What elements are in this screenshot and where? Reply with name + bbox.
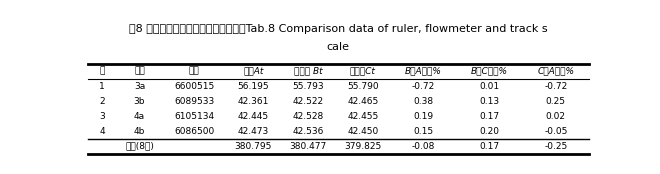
Text: B比C差率%: B比C差率% — [471, 67, 508, 76]
Text: 车号: 车号 — [189, 67, 199, 76]
Text: 6105134: 6105134 — [174, 112, 214, 121]
Text: 0.38: 0.38 — [413, 97, 434, 106]
Text: 0.25: 0.25 — [546, 97, 566, 106]
Text: 4b: 4b — [134, 126, 145, 136]
Text: 56.195: 56.195 — [238, 82, 269, 91]
Text: 合计(8车): 合计(8车) — [125, 141, 154, 151]
Text: 55.790: 55.790 — [347, 82, 379, 91]
Text: 42.361: 42.361 — [238, 97, 269, 106]
Text: 0.02: 0.02 — [546, 112, 566, 121]
Text: 0.01: 0.01 — [479, 82, 500, 91]
Text: C比A差率%: C比A差率% — [537, 67, 574, 76]
Text: 1: 1 — [99, 82, 105, 91]
Text: -0.05: -0.05 — [544, 126, 568, 136]
Text: -0.72: -0.72 — [544, 82, 568, 91]
Text: 表8 检尺、流量计、轨道衡的比对数据Tab.8 Comparison data of ruler, flowmeter and track s: 表8 检尺、流量计、轨道衡的比对数据Tab.8 Comparison data … — [129, 23, 548, 34]
Text: 0.19: 0.19 — [413, 112, 434, 121]
Text: 4: 4 — [99, 126, 105, 136]
Text: 序: 序 — [100, 67, 105, 76]
Text: 42.473: 42.473 — [238, 126, 269, 136]
Text: 流量计 Bt: 流量计 Bt — [294, 67, 322, 76]
Text: 42.455: 42.455 — [347, 112, 378, 121]
Text: 轨道衡Ct: 轨道衡Ct — [350, 67, 376, 76]
Text: 42.465: 42.465 — [347, 97, 378, 106]
Text: 测位: 测位 — [134, 67, 145, 76]
Text: 380.795: 380.795 — [234, 141, 272, 151]
Text: 0.13: 0.13 — [479, 97, 500, 106]
Text: 3a: 3a — [134, 82, 145, 91]
Text: 379.825: 379.825 — [344, 141, 381, 151]
Text: 0.20: 0.20 — [480, 126, 500, 136]
Text: 380.477: 380.477 — [289, 141, 327, 151]
Text: -0.25: -0.25 — [544, 141, 568, 151]
Text: 42.528: 42.528 — [292, 112, 323, 121]
Text: cale: cale — [327, 42, 350, 52]
Text: 42.450: 42.450 — [347, 126, 378, 136]
Text: 6600515: 6600515 — [174, 82, 214, 91]
Text: 42.536: 42.536 — [292, 126, 323, 136]
Text: 0.17: 0.17 — [479, 112, 500, 121]
Text: 6086500: 6086500 — [174, 126, 214, 136]
Text: -0.72: -0.72 — [412, 82, 435, 91]
Text: 3b: 3b — [134, 97, 145, 106]
Text: B比A差率%: B比A差率% — [405, 67, 442, 76]
Text: -0.08: -0.08 — [412, 141, 435, 151]
Text: 42.445: 42.445 — [238, 112, 269, 121]
Text: 2: 2 — [99, 97, 105, 106]
Text: 55.793: 55.793 — [292, 82, 324, 91]
Text: 6089533: 6089533 — [174, 97, 214, 106]
Text: 4a: 4a — [134, 112, 145, 121]
Text: 0.17: 0.17 — [479, 141, 500, 151]
Text: 3: 3 — [99, 112, 105, 121]
Text: 检尺At: 检尺At — [243, 67, 263, 76]
Text: 0.15: 0.15 — [413, 126, 434, 136]
Text: 42.522: 42.522 — [292, 97, 323, 106]
